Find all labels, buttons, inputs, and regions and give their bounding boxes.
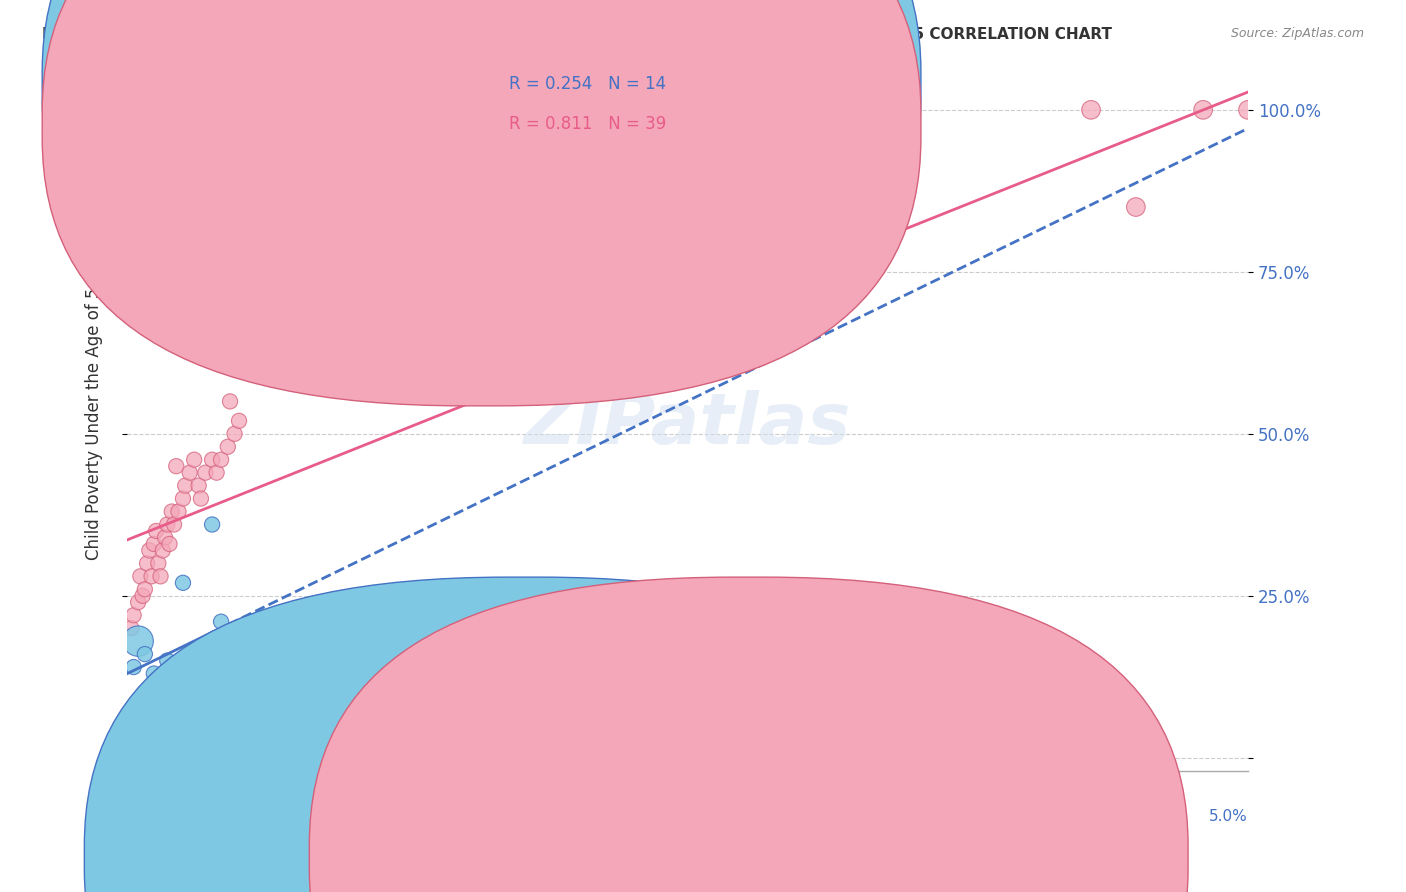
Point [142, 666, 165, 681]
Point [163, 517, 186, 532]
Point [228, 414, 250, 428]
Point [167, 504, 190, 518]
Point [160, 504, 183, 518]
Text: Immigrants from Bulgaria: Immigrants from Bulgaria [551, 850, 748, 864]
Point [142, 537, 165, 551]
Point [120, 621, 142, 635]
Point [156, 517, 179, 532]
Point [134, 647, 156, 661]
Point [179, 466, 201, 480]
Point [149, 569, 172, 583]
Point [205, 466, 228, 480]
Point [129, 569, 152, 583]
Point [224, 426, 246, 441]
Point [122, 608, 145, 623]
Y-axis label: Child Poverty Under the Age of 5: Child Poverty Under the Age of 5 [86, 288, 103, 560]
Point [159, 537, 181, 551]
Point [205, 666, 228, 681]
Point [127, 595, 149, 609]
Text: R = 0.811   N = 39: R = 0.811 N = 39 [509, 115, 666, 133]
Text: 5.0%: 5.0% [1209, 809, 1249, 824]
Text: Immigrants from Dominica: Immigrants from Dominica [776, 850, 981, 864]
Point [217, 440, 239, 454]
Point [131, 589, 153, 603]
Text: 0.0%: 0.0% [127, 809, 166, 824]
Point [1125, 200, 1147, 214]
Point [172, 575, 194, 590]
Point [156, 654, 179, 668]
Text: IMMIGRANTS FROM BULGARIA VS IMMIGRANTS FROM DOMINICA CHILD POVERTY UNDER THE AGE: IMMIGRANTS FROM BULGARIA VS IMMIGRANTS F… [42, 27, 1112, 42]
Point [219, 394, 242, 409]
Point [1192, 103, 1215, 117]
Point [1237, 103, 1260, 117]
Point [1080, 103, 1102, 117]
Point [134, 582, 156, 597]
Point [145, 524, 167, 538]
Text: Source: ZipAtlas.com: Source: ZipAtlas.com [1230, 27, 1364, 40]
Point [122, 660, 145, 674]
Point [136, 557, 159, 571]
Point [194, 466, 217, 480]
Text: R = 0.254   N = 14: R = 0.254 N = 14 [509, 75, 666, 93]
Point [165, 459, 187, 474]
Point [152, 543, 174, 558]
Point [172, 491, 194, 506]
Point [127, 634, 149, 648]
Point [165, 660, 187, 674]
Point [209, 452, 232, 467]
Point [187, 660, 209, 674]
Point [201, 517, 224, 532]
Point [209, 615, 232, 629]
Point [148, 557, 170, 571]
Point [183, 452, 205, 467]
Point [138, 543, 160, 558]
Point [190, 491, 212, 506]
Point [187, 478, 209, 492]
Point [179, 686, 201, 700]
Point [174, 478, 197, 492]
Point [201, 452, 224, 467]
Point [141, 569, 163, 583]
Point [153, 531, 176, 545]
Text: ZIPatlas: ZIPatlas [524, 390, 851, 458]
Point [183, 673, 205, 687]
Point [149, 673, 172, 687]
